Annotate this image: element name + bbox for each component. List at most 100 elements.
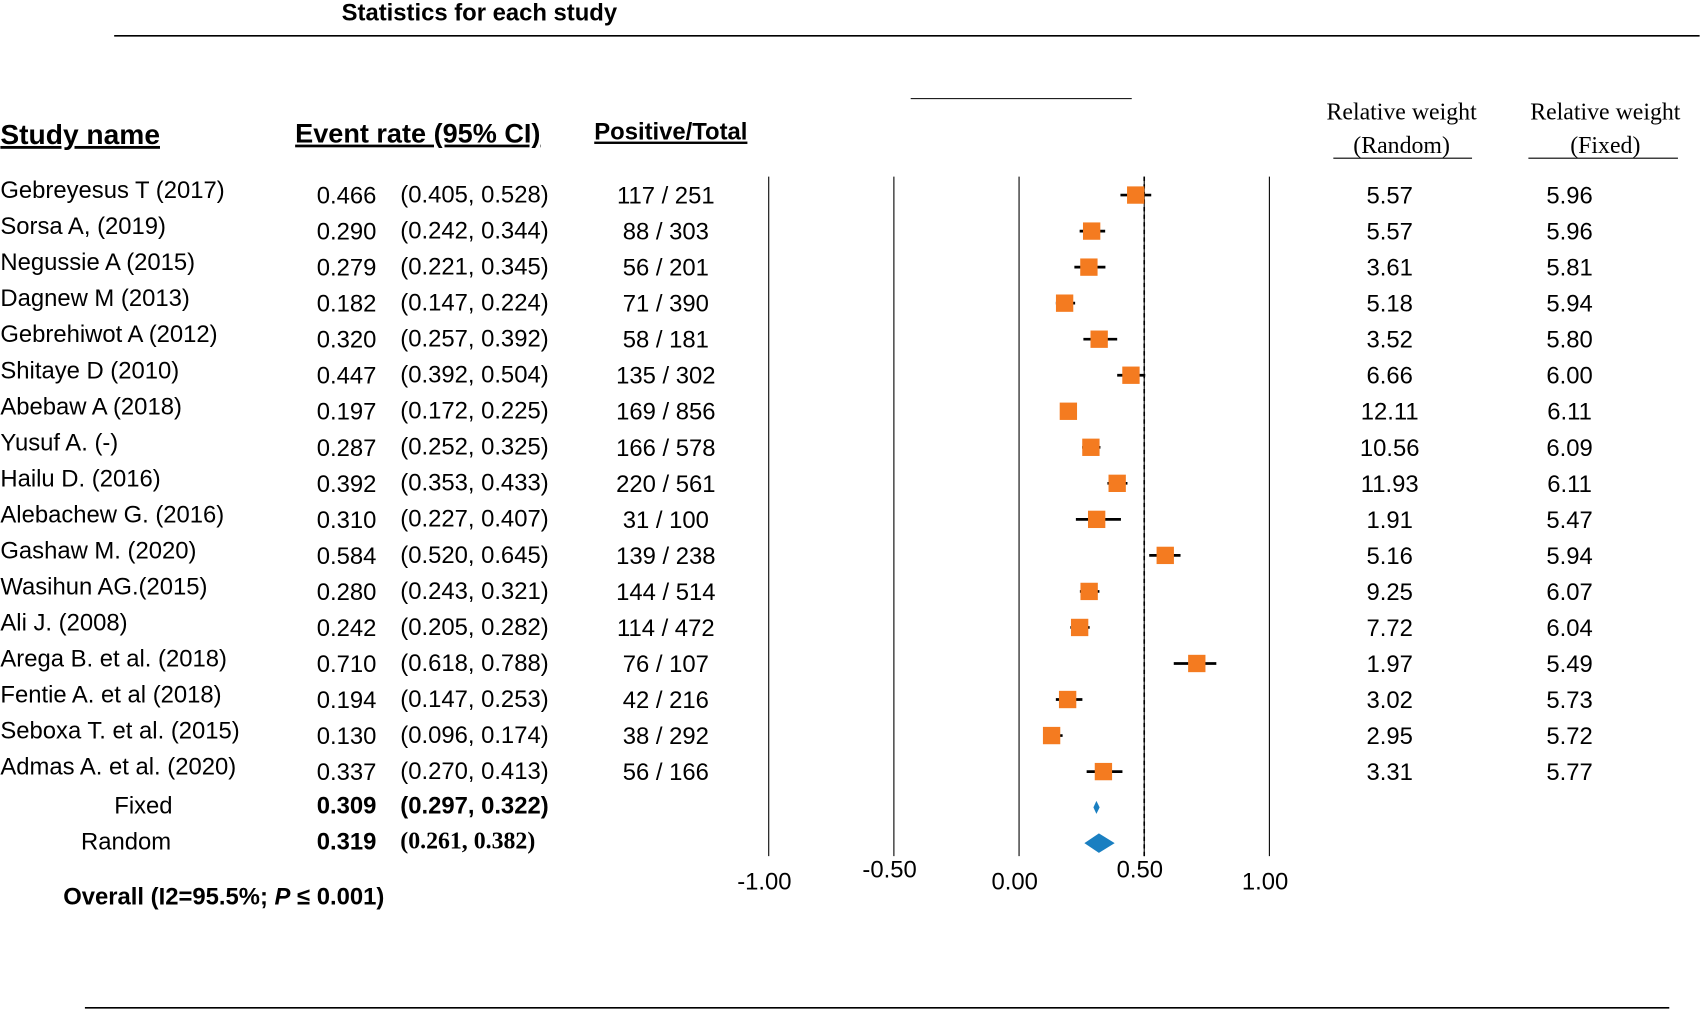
study-name: Gebreyesus T (2017) <box>0 177 224 204</box>
study-marker <box>1058 690 1077 709</box>
weight-fixed: 5.96 <box>1546 183 1592 210</box>
overall-note: Overall (I2=95.5%; P ≤ 0.001) <box>63 884 384 911</box>
study-marker <box>1082 438 1100 456</box>
weight-fixed: 5.94 <box>1546 543 1592 570</box>
column-header: (Random) <box>1353 133 1450 159</box>
count: 31 / 100 <box>623 507 709 534</box>
x-tick-label: 1.00 <box>1242 869 1288 896</box>
count: 114 / 472 <box>617 615 715 642</box>
study-name: Sorsa A, (2019) <box>0 213 166 240</box>
column-header: (Fixed) <box>1570 133 1640 159</box>
ci-label: (0.353, 0.433) <box>400 470 548 497</box>
study-marker <box>1108 474 1126 492</box>
pooled-rate: 0.309 <box>317 793 377 820</box>
weight-fixed: 5.80 <box>1546 327 1592 354</box>
weight-random: 12.11 <box>1361 399 1419 426</box>
weight-fixed: 6.11 <box>1547 471 1592 498</box>
x-tick-label: -0.50 <box>862 857 916 884</box>
study-name: Fentie A. et al (2018) <box>0 682 221 709</box>
study-name: Ali J. (2008) <box>0 610 127 637</box>
study-name: Gebrehiwot A (2012) <box>0 321 217 348</box>
count: 42 / 216 <box>623 687 709 714</box>
chart-title: Statistics for each study <box>342 0 618 26</box>
study-name: Hailu D. (2016) <box>0 465 160 492</box>
count: 139 / 238 <box>616 543 715 570</box>
ci-label: (0.270, 0.413) <box>400 758 548 785</box>
ci-label: (0.242, 0.344) <box>400 217 548 244</box>
event-rate: 0.194 <box>317 687 377 714</box>
weight-random: 5.57 <box>1366 219 1412 246</box>
weight-fixed: 6.09 <box>1546 435 1592 462</box>
weight-fixed: 5.81 <box>1546 255 1592 282</box>
column-header: Event rate (95% CI) <box>295 118 540 149</box>
ci-label: (0.227, 0.407) <box>400 506 548 533</box>
study-marker <box>1070 618 1089 637</box>
weight-random: 1.91 <box>1366 507 1412 534</box>
weight-random: 3.31 <box>1366 759 1412 786</box>
event-rate: 0.710 <box>317 651 377 678</box>
weight-fixed: 5.96 <box>1546 219 1592 246</box>
study-marker <box>1087 510 1106 529</box>
weight-random: 5.16 <box>1366 543 1412 570</box>
event-rate: 0.337 <box>317 759 377 786</box>
weight-random: 5.57 <box>1366 183 1412 210</box>
weight-fixed: 5.73 <box>1546 687 1592 714</box>
overall-text: ≤ 0.001) <box>290 884 384 911</box>
weight-fixed: 5.47 <box>1546 507 1592 534</box>
weight-random: 10.56 <box>1360 435 1420 462</box>
count: 166 / 578 <box>616 435 715 462</box>
pooled-ci: (0.297, 0.322) <box>400 793 548 820</box>
column-header: Study name <box>0 118 160 150</box>
study-marker <box>1059 402 1078 420</box>
study-name: Yusuf A. (-) <box>0 429 118 456</box>
ci-label: (0.392, 0.504) <box>400 362 548 389</box>
event-rate: 0.466 <box>317 183 377 210</box>
weight-random: 7.72 <box>1366 615 1412 642</box>
count: 144 / 514 <box>616 579 715 606</box>
study-marker <box>1122 366 1140 384</box>
event-rate: 0.447 <box>317 363 377 390</box>
weight-fixed: 5.49 <box>1546 651 1592 678</box>
event-rate: 0.320 <box>317 327 377 354</box>
event-rate: 0.392 <box>317 471 377 498</box>
study-name: Wasihun AG.(2015) <box>0 573 207 600</box>
ci-label: (0.147, 0.224) <box>400 290 548 317</box>
weight-fixed: 6.07 <box>1546 579 1592 606</box>
event-rate: 0.310 <box>317 507 377 534</box>
pooled-name: Fixed <box>114 793 172 820</box>
pooled-name: Random <box>81 828 171 855</box>
count: 135 / 302 <box>616 363 715 390</box>
column-header: Relative weight <box>1326 99 1477 125</box>
study-marker <box>1156 546 1174 565</box>
study-name: Gashaw M. (2020) <box>0 537 196 564</box>
weight-fixed: 5.72 <box>1546 723 1592 750</box>
weight-fixed: 6.00 <box>1546 363 1592 390</box>
event-rate: 0.182 <box>317 291 377 318</box>
overall-text: Overall (I2=95.5%; <box>63 884 274 911</box>
count: 71 / 390 <box>623 291 709 318</box>
study-marker <box>1188 654 1206 673</box>
column-header: Relative weight <box>1530 99 1681 125</box>
weight-fixed: 6.11 <box>1547 399 1592 426</box>
event-rate: 0.584 <box>317 543 377 570</box>
event-rate: 0.290 <box>317 219 377 246</box>
count: 76 / 107 <box>623 651 709 678</box>
overall-text: P <box>275 884 291 911</box>
count: 56 / 166 <box>623 759 709 786</box>
event-rate: 0.279 <box>317 255 377 282</box>
ci-label: (0.096, 0.174) <box>400 722 548 749</box>
ci-label: (0.618, 0.788) <box>400 650 548 677</box>
study-marker <box>1090 330 1108 348</box>
study-name: Shitaye D (2010) <box>0 357 179 384</box>
study-name: Seboxa T. et al. (2015) <box>0 718 239 745</box>
study-name: Alebachew G. (2016) <box>0 501 224 528</box>
ci-label: (0.172, 0.225) <box>400 398 548 425</box>
pooled-rate: 0.319 <box>317 828 377 855</box>
ci-label: (0.257, 0.392) <box>400 326 548 353</box>
pooled-ci: (0.261, 0.382) <box>400 829 535 855</box>
count: 117 / 251 <box>617 183 715 210</box>
weight-random: 6.66 <box>1366 363 1412 390</box>
study-name: Dagnew M (2013) <box>0 285 189 312</box>
count: 220 / 561 <box>616 471 715 498</box>
